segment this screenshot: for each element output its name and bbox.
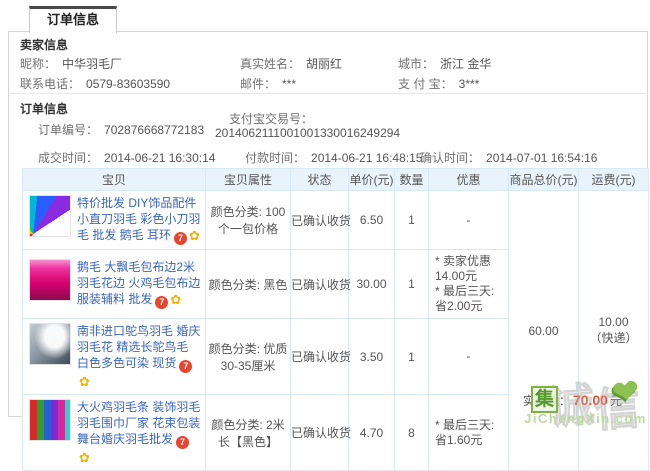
header-quantity: 数量 — [394, 168, 429, 191]
seven-day-return-icon: 7 — [174, 232, 188, 245]
item-unit-price: 4.70 — [348, 394, 395, 471]
item-unit-price: 6.50 — [348, 190, 395, 250]
seven-day-return-icon: 7 — [179, 360, 193, 373]
product-title-link[interactable]: 特价批发 DIY饰品配件小直刀羽毛 彩色小刀羽毛 批发 鹅毛 耳环 — [77, 196, 201, 242]
product-thumbnail[interactable] — [29, 195, 71, 237]
section-divider — [9, 93, 646, 94]
order-items-table: 宝贝 宝贝属性 状态 单价(元) 数量 优惠 商品总价(元) 运费(元) 特价批… — [22, 168, 649, 471]
table-row: 特价批发 DIY饰品配件小直刀羽毛 彩色小刀羽毛 批发 鹅毛 耳环 7 ✿ 颜色分类… — [22, 190, 649, 471]
seven-day-return-icon: 7 — [155, 296, 169, 309]
flower-badge-icon: ✿ — [79, 450, 90, 465]
item-quantity: 1 — [394, 190, 429, 250]
merged-total-price: 60.00 — [508, 190, 579, 471]
item-status: 已确认收货 — [290, 318, 351, 395]
watermark-site-text: JiChengXin.com — [524, 411, 647, 426]
item-unit-price: 30.00 — [348, 249, 395, 319]
deal-time-value: 2014-06-21 16:30:14 — [104, 151, 216, 165]
header-unit-price: 单价(元) — [348, 168, 395, 191]
flower-badge-icon: ✿ — [170, 292, 182, 307]
seller-email: 邮件： *** — [240, 75, 296, 92]
product-thumbnail[interactable] — [29, 399, 71, 441]
item-status: 已确认收货 — [290, 394, 351, 471]
deal-time: 成交时间： 2014-06-21 16:30:14 — [38, 149, 215, 166]
seven-day-return-icon: 7 — [176, 436, 190, 449]
product-title-link[interactable]: 鹅毛 大飘毛包布边2米 羽毛花边 火鸡毛包布边 服装辅料 批发 — [77, 260, 201, 306]
seller-realname-value: 胡丽红 — [306, 57, 343, 71]
seller-phone: 联系电话： 0579-83603590 — [20, 75, 170, 92]
item-attributes: 颜色分类: 2米长【黑色】 — [205, 394, 291, 471]
flower-badge-icon: ✿ — [189, 228, 200, 243]
confirm-time-value: 2014-07-01 16:54:16 — [486, 151, 598, 165]
table-row: 鹅毛 大飘毛包布边2米 羽毛花边 火鸡毛包布边 服装辅料 批发 7 ✿ 颜色分类: … — [22, 249, 649, 319]
heart-leaf-icon: ❤ — [609, 371, 643, 412]
item-quantity: 1 — [394, 318, 429, 395]
seller-city-label: 城市： — [398, 57, 435, 71]
item-attributes: 颜色分类: 优质30-35厘米 — [205, 318, 291, 395]
alipay-trade: 支付宝交易号： 2014062111001001330016249294 — [215, 112, 400, 140]
tab-order-info[interactable]: 订单信息 — [29, 6, 118, 33]
deal-time-label: 成交时间： — [38, 151, 99, 165]
seller-nickname-value: 中华羽毛厂 — [62, 57, 123, 71]
seller-alipay: 支 付 宝： 3*** — [398, 75, 479, 92]
confirm-time: 确认时间： 2014-07-01 16:54:16 — [420, 149, 597, 166]
seller-phone-value: 0579-83603590 — [86, 77, 171, 91]
merged-shipping-fee: 10.00 （快递） — [578, 190, 649, 471]
header-total-price: 商品总价(元) — [508, 168, 579, 191]
item-attributes: 颜色分类: 黑色 — [205, 249, 291, 319]
seller-alipay-value: 3*** — [458, 77, 480, 91]
product-thumbnail[interactable] — [29, 323, 71, 365]
seller-nickname-label: 昵称： — [20, 57, 57, 71]
header-status: 状态 — [290, 168, 349, 191]
table-header-row: 宝贝 宝贝属性 状态 单价(元) 数量 优惠 商品总价(元) 运费(元) — [22, 168, 649, 191]
pay-time: 付款时间： 2014-06-21 16:48:15 — [245, 149, 422, 166]
flower-badge-icon: ✿ — [79, 374, 90, 389]
seller-email-label: 邮件： — [240, 77, 277, 91]
order-section-title: 订单信息 — [20, 102, 69, 116]
confirm-time-label: 确认时间： — [420, 151, 481, 165]
watermark-boxed-char: 集 — [531, 386, 558, 413]
header-item: 宝贝 — [22, 168, 206, 191]
order-number-label: 订单编号： — [38, 123, 99, 137]
order-number-value: 702876668772183 — [104, 123, 205, 137]
item-status: 已确认收货 — [290, 249, 351, 319]
shipping-method: （快递） — [589, 331, 638, 345]
alipay-trade-label: 支付宝交易号： — [229, 112, 314, 126]
header-shipping: 运费(元) — [578, 168, 649, 191]
product-title-link[interactable]: 南非进口鸵鸟羽毛 婚庆羽毛花 精选长鸵鸟毛 白色多色可染 现货 — [77, 324, 201, 370]
pay-time-value: 2014-06-21 16:48:15 — [311, 151, 423, 165]
item-discount: * 最后三天:省1.60元 — [435, 417, 495, 447]
item-discount-line: * 最后三天:省2.00元 — [435, 284, 495, 313]
item-quantity: 8 — [394, 394, 429, 471]
header-discount: 优惠 — [428, 168, 509, 191]
seller-alipay-label: 支 付 宝： — [398, 77, 453, 91]
pay-time-label: 付款时间： — [245, 151, 306, 165]
actual-paid-amount: 70.00 — [572, 392, 608, 408]
seller-city: 城市： 浙江 金华 — [398, 55, 491, 72]
shipping-amount: 10.00 — [598, 315, 629, 329]
alipay-trade-number: 2014062111001001330016249294 — [215, 126, 401, 140]
actual-paid-unit: 元 — [609, 394, 622, 408]
table-row: 南非进口鸵鸟羽毛 婚庆羽毛花 精选长鸵鸟毛 白色多色可染 现货 7 ✿ 颜色分类: … — [22, 318, 649, 395]
seller-nickname: 昵称： 中华羽毛厂 — [20, 55, 122, 72]
item-discount: - — [466, 349, 471, 363]
seller-email-value: *** — [282, 77, 297, 91]
seller-section-title: 卖家信息 — [20, 38, 69, 52]
item-quantity: 1 — [394, 249, 429, 319]
item-attributes: 颜色分类: 100个一包价格 — [205, 190, 291, 250]
item-unit-price: 3.50 — [348, 318, 395, 395]
header-attributes: 宝贝属性 — [205, 168, 291, 191]
seller-phone-label: 联系电话： — [20, 77, 81, 91]
seller-realname: 真实姓名： 胡丽红 — [240, 55, 342, 72]
item-discount-line: * 卖家优惠14.00元 — [435, 254, 492, 283]
order-number: 订单编号： 702876668772183 — [38, 121, 204, 138]
item-discount: - — [466, 212, 471, 227]
item-status: 已确认收货 — [290, 190, 351, 250]
seller-city-value: 浙江 金华 — [440, 57, 492, 71]
product-thumbnail[interactable] — [29, 259, 71, 301]
seller-realname-label: 真实姓名： — [240, 57, 301, 71]
